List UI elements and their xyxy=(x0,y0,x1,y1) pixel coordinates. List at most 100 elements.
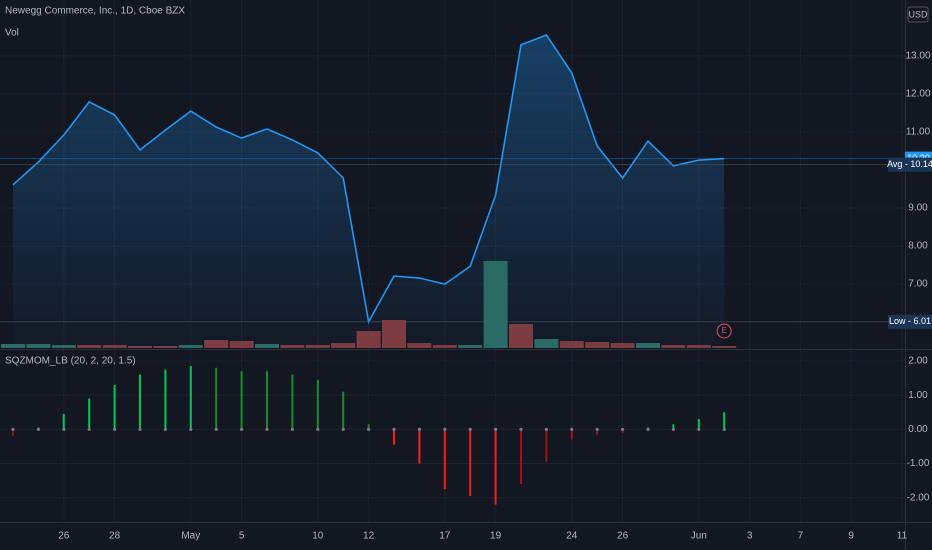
y-tick-label: 12.00 xyxy=(905,89,930,100)
momentum-bar xyxy=(189,366,192,430)
y-tick-label: -2.00 xyxy=(907,492,930,503)
volume-bar xyxy=(153,346,178,348)
momentum-bar xyxy=(62,413,65,430)
x-tick-label: 11 xyxy=(897,531,908,542)
y-tick-label: -1.00 xyxy=(907,458,930,469)
momentum-bar xyxy=(164,369,167,430)
y-tick-label: 8.00 xyxy=(908,241,928,252)
momentum-bar xyxy=(342,391,345,430)
squeeze-dot xyxy=(265,427,269,431)
momentum-bar xyxy=(697,419,700,430)
momentum-bar xyxy=(266,371,268,430)
currency-box[interactable] xyxy=(907,6,929,23)
currency[interactable]: USD xyxy=(908,9,928,19)
annotation-label: Avg - 10.14 xyxy=(887,159,932,169)
volume-bar xyxy=(255,344,279,348)
volume-bar xyxy=(229,341,254,348)
squeeze-dot xyxy=(671,427,676,431)
squeeze-dot xyxy=(544,427,549,431)
volume-bar xyxy=(661,345,686,348)
momentum-bar xyxy=(672,424,675,430)
x-tick-label: 24 xyxy=(566,531,578,542)
annotation-box xyxy=(888,157,932,172)
x-tick-label: 5 xyxy=(239,531,245,542)
squeeze-dot xyxy=(392,427,396,431)
volume-bar xyxy=(26,344,51,348)
labels: 26 28 May 5 10 12 17 19 24 26 Jun 3 7 9 11 7.00 8.00 9.00… xyxy=(58,51,932,542)
squeeze-dot xyxy=(62,427,66,431)
volume-bar xyxy=(483,261,508,348)
squeeze-dot xyxy=(722,427,726,431)
y-tick-label: 13.00 xyxy=(905,51,930,62)
y-tick-label: 1.00 xyxy=(908,390,928,401)
x-tick-label: 12 xyxy=(363,531,375,542)
volume-bar xyxy=(610,343,635,348)
momentum-bar xyxy=(367,424,370,430)
squeeze-dot xyxy=(316,427,320,431)
x-tick-label: 9 xyxy=(848,531,854,542)
squeeze-dot xyxy=(290,427,294,431)
squeeze-dot xyxy=(595,427,599,431)
volume-bar xyxy=(712,346,737,348)
squeeze-dot xyxy=(113,427,117,431)
chart-title: Newegg Commerce, Inc., 1D, Cboe BZX xyxy=(5,6,185,17)
momentum-bar xyxy=(494,429,497,505)
momentum-bar xyxy=(316,379,319,430)
momentum-bar xyxy=(113,384,116,430)
momentum-bar xyxy=(520,429,522,485)
volume-bar xyxy=(1,344,25,348)
volume-bar xyxy=(382,320,406,348)
squeeze-dot xyxy=(214,427,218,431)
momentum-bar xyxy=(469,429,472,497)
y-tick-label: 2.00 xyxy=(908,356,928,367)
x-tick-label: May xyxy=(181,531,200,542)
volume-bar xyxy=(128,346,152,348)
momentum-bar xyxy=(215,367,218,430)
squeeze-dot xyxy=(621,427,625,431)
x-tick-label: Jun xyxy=(691,531,707,542)
squeeze-dot xyxy=(36,427,41,431)
momentum-bar xyxy=(12,429,14,437)
squeeze-dot xyxy=(646,427,650,431)
y-tick-label: 0.00 xyxy=(908,424,928,435)
squeeze-dot xyxy=(189,427,193,431)
volume-bar xyxy=(458,345,483,348)
price-area xyxy=(13,34,725,348)
volume-bar xyxy=(331,343,356,348)
squeeze-dot xyxy=(443,427,447,431)
volume-bar xyxy=(585,342,610,348)
momentum-bar xyxy=(393,429,395,445)
momentum-bar xyxy=(596,429,599,435)
volume-bar xyxy=(204,340,229,348)
x-tick-label: 26 xyxy=(617,531,629,542)
squeeze-dot xyxy=(519,427,523,431)
momentum-bar xyxy=(240,371,243,430)
x-tick-label: 3 xyxy=(747,531,753,542)
momentum-bar xyxy=(723,412,726,430)
squeeze-dot xyxy=(697,427,701,431)
momentum-bar xyxy=(443,429,446,490)
squeeze-dot xyxy=(240,427,244,431)
volume-bar xyxy=(636,343,660,348)
squeeze-dot xyxy=(341,427,345,431)
volume-bar xyxy=(51,345,76,348)
volume-bar xyxy=(178,345,203,348)
momentum-bar xyxy=(545,429,548,462)
momentum-bar xyxy=(570,429,573,440)
volume-title: Vol xyxy=(5,28,19,39)
squeeze-dot xyxy=(138,427,142,431)
indicator-title: SQZMOM_LB (20, 2, 20, 1.5) xyxy=(5,356,136,367)
earnings-marker xyxy=(716,323,732,339)
squeeze-dot xyxy=(417,427,421,431)
earnings-label: E xyxy=(722,326,727,335)
y-tick-label: 9.00 xyxy=(908,203,928,214)
squeeze-dot xyxy=(11,427,15,431)
squeeze-dot xyxy=(87,427,91,431)
momentum-bar xyxy=(291,374,294,430)
volume-bar xyxy=(305,345,330,348)
momentum-bar xyxy=(139,374,141,430)
y-tick-label: 11.00 xyxy=(906,127,931,138)
x-tick-label: 10 xyxy=(312,531,324,542)
